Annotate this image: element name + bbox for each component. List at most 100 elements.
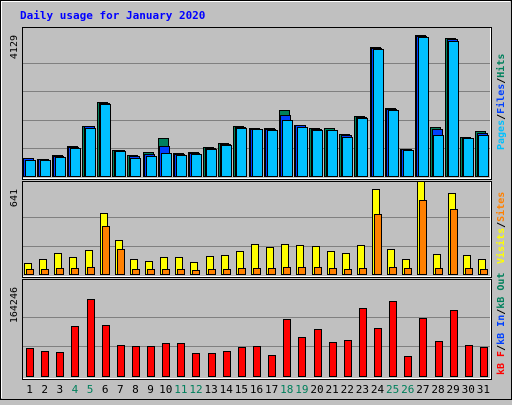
legend-entry: / — [496, 345, 507, 351]
bar-pages-day-25 — [388, 110, 399, 177]
x-tick-label-day-18: 18 — [280, 383, 293, 396]
bar-pages-day-15 — [236, 128, 247, 177]
bar-kb-f-day-3 — [56, 352, 64, 377]
y-scale-label: 4129 — [9, 35, 20, 59]
bar-pages-day-6 — [100, 104, 111, 177]
bar-pages-day-30 — [463, 138, 474, 177]
bar-kb-f-day-17 — [268, 355, 276, 377]
bar-kb-f-day-23 — [359, 308, 367, 377]
bar-sites-day-2 — [41, 269, 49, 275]
series-kb-f — [26, 299, 488, 377]
bar-pages-day-3 — [55, 157, 66, 177]
bar-kb-f-day-25 — [389, 301, 397, 377]
series-pages — [25, 37, 489, 177]
bar-pages-day-1 — [25, 160, 36, 177]
x-tick-label-day-12: 12 — [189, 383, 202, 396]
panel-hits-files-pages: 4129 Pages/Files/Hits — [9, 27, 507, 180]
bar-pages-day-20 — [312, 130, 323, 177]
bar-kb-f-day-15 — [238, 347, 246, 377]
bar-pages-day-12 — [191, 154, 202, 177]
x-tick-label-day-28: 28 — [431, 383, 444, 396]
bar-sites-day-6 — [102, 226, 110, 275]
chart-panels: 4129Pages/Files/Hits641Visits/Sites16424… — [9, 27, 507, 380]
legend-entry: Hits — [495, 54, 507, 78]
bar-kb-f-day-24 — [374, 328, 382, 377]
bar-pages-day-9 — [146, 156, 157, 177]
legend-entry: kB Out — [496, 273, 507, 309]
x-tick-label-day-22: 22 — [341, 383, 354, 396]
bar-sites-day-1 — [26, 269, 34, 275]
bar-kb-f-day-19 — [298, 337, 306, 377]
bar-pages-day-24 — [373, 49, 384, 177]
bar-sites-day-30 — [465, 268, 473, 275]
x-tick-label-day-21: 21 — [326, 383, 339, 396]
x-tick-label-day-16: 16 — [250, 383, 263, 396]
bar-kb-f-day-27 — [419, 318, 427, 377]
bar-pages-day-11 — [176, 155, 187, 177]
bar-kb-f-day-6 — [102, 325, 110, 377]
bar-kb-f-day-2 — [41, 351, 49, 377]
bar-pages-day-21 — [327, 130, 338, 177]
x-tick-label-day-31: 31 — [477, 383, 490, 396]
bar-sites-day-27 — [419, 200, 427, 275]
bar-sites-day-31 — [480, 269, 488, 275]
bar-sites-day-15 — [238, 268, 246, 275]
legend-hits-files-pages: Pages/Files/Hits — [495, 54, 507, 150]
legend-entry: Sites — [495, 192, 507, 222]
bar-pages-day-16 — [252, 129, 263, 177]
x-tick-label-day-1: 1 — [26, 383, 33, 396]
bar-pages-day-28 — [433, 135, 444, 177]
x-tick-label-day-7: 7 — [117, 383, 124, 396]
bar-kb-f-day-14 — [223, 351, 231, 377]
bar-sites-day-11 — [177, 269, 185, 275]
x-tick-label-day-26: 26 — [401, 383, 414, 396]
legend-kbytes: kB F/kB In/kB Out — [496, 273, 507, 375]
bar-sites-day-21 — [329, 268, 337, 275]
x-tick-label-day-19: 19 — [295, 383, 308, 396]
bar-pages-day-2 — [40, 160, 51, 177]
legend-entry: / — [496, 309, 507, 315]
bar-kb-f-day-11 — [177, 343, 185, 377]
bar-pages-day-8 — [130, 158, 141, 177]
bar-pages-day-23 — [357, 118, 368, 177]
x-tick-label-day-10: 10 — [159, 383, 172, 396]
bar-sites-day-4 — [71, 268, 79, 275]
bar-kb-f-day-20 — [314, 329, 322, 377]
bar-sites-day-12 — [192, 270, 200, 275]
x-tick-label-day-8: 8 — [132, 383, 139, 396]
bar-pages-day-22 — [342, 137, 353, 177]
x-tick-label-day-30: 30 — [462, 383, 475, 396]
bar-sites-day-10 — [162, 269, 170, 275]
bar-pages-day-13 — [206, 149, 217, 177]
x-tick-label-day-11: 11 — [174, 383, 187, 396]
bar-kb-f-day-7 — [117, 345, 125, 377]
bar-kb-f-day-10 — [162, 343, 170, 377]
bar-pages-day-14 — [221, 145, 232, 177]
x-tick-label-day-23: 23 — [356, 383, 369, 396]
x-tick-label-day-29: 29 — [447, 383, 460, 396]
series-sites — [26, 200, 488, 275]
bar-kb-f-day-22 — [344, 340, 352, 377]
x-tick-label-day-15: 15 — [235, 383, 248, 396]
bar-kb-f-day-4 — [71, 326, 79, 377]
legend-entry: Pages — [496, 120, 507, 150]
x-tick-label-day-14: 14 — [220, 383, 234, 396]
bar-pages-day-4 — [70, 148, 81, 177]
x-tick-label-day-2: 2 — [41, 383, 48, 396]
bar-pages-day-19 — [297, 127, 308, 177]
y-scale-label: 641 — [9, 189, 20, 207]
bar-sites-day-28 — [435, 268, 443, 275]
legend-entry: kB In — [496, 315, 507, 345]
bar-pages-day-7 — [115, 151, 126, 177]
bar-sites-day-24 — [374, 214, 382, 275]
bar-sites-day-16 — [253, 268, 261, 275]
legend-entry: / — [496, 222, 507, 228]
legend-entry: kB F — [496, 351, 507, 375]
bar-pages-day-18 — [282, 120, 293, 177]
bar-sites-day-9 — [147, 269, 155, 275]
x-tick-label-day-25: 25 — [386, 383, 399, 396]
bar-kb-f-day-16 — [253, 346, 261, 377]
